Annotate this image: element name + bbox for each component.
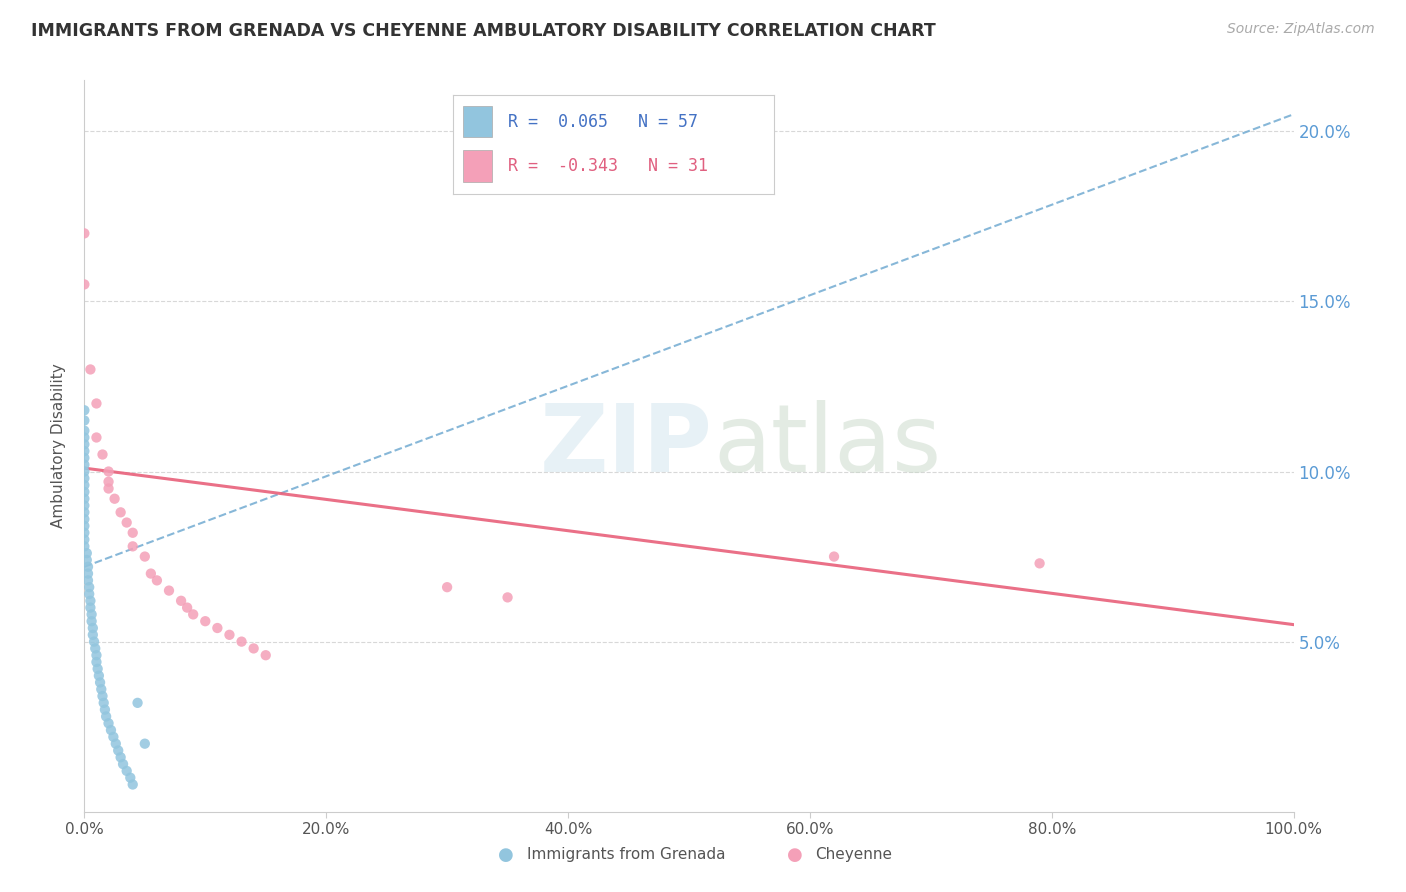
Point xyxy=(86,655,108,669)
Point xyxy=(194,614,217,628)
Point xyxy=(86,648,108,663)
Point xyxy=(97,475,120,489)
Point xyxy=(181,607,204,622)
Point xyxy=(157,583,180,598)
Point xyxy=(91,689,114,703)
Point xyxy=(73,505,96,519)
Point xyxy=(110,505,132,519)
Point xyxy=(146,574,169,588)
Point xyxy=(100,723,122,737)
Point xyxy=(84,641,107,656)
Point xyxy=(73,512,96,526)
Point xyxy=(82,621,104,635)
Point xyxy=(218,628,240,642)
Point xyxy=(80,607,103,622)
Point xyxy=(79,594,101,608)
Point xyxy=(73,533,96,547)
Point xyxy=(120,771,142,785)
Point xyxy=(73,458,96,472)
Point xyxy=(91,448,114,462)
Point xyxy=(97,465,120,479)
Point xyxy=(104,737,127,751)
Text: ZIP: ZIP xyxy=(540,400,713,492)
Point xyxy=(121,777,143,791)
Point xyxy=(242,641,264,656)
Point xyxy=(207,621,229,635)
Point xyxy=(134,737,156,751)
Point xyxy=(86,396,108,410)
Point xyxy=(77,587,100,601)
Text: atlas: atlas xyxy=(713,400,942,492)
Point xyxy=(73,484,96,499)
Point xyxy=(93,696,115,710)
Point xyxy=(73,437,96,451)
Point xyxy=(121,525,143,540)
Point xyxy=(73,277,96,292)
Text: Source: ZipAtlas.com: Source: ZipAtlas.com xyxy=(1227,22,1375,37)
Point xyxy=(83,634,105,648)
Point xyxy=(73,450,96,465)
Point xyxy=(79,362,101,376)
Point xyxy=(823,549,845,564)
Text: IMMIGRANTS FROM GRENADA VS CHEYENNE AMBULATORY DISABILITY CORRELATION CHART: IMMIGRANTS FROM GRENADA VS CHEYENNE AMBU… xyxy=(31,22,935,40)
Point xyxy=(82,628,104,642)
Point xyxy=(231,634,253,648)
Y-axis label: Ambulatory Disability: Ambulatory Disability xyxy=(51,364,66,528)
Point xyxy=(115,764,138,778)
Point xyxy=(496,591,519,605)
Point xyxy=(176,600,198,615)
Point xyxy=(77,566,100,581)
Point xyxy=(77,580,100,594)
Point xyxy=(73,499,96,513)
Text: ●: ● xyxy=(786,846,803,863)
Point xyxy=(87,668,110,682)
Point xyxy=(73,444,96,458)
Point xyxy=(73,519,96,533)
Point xyxy=(76,546,98,560)
Point xyxy=(86,662,108,676)
Point xyxy=(1028,557,1050,571)
Point xyxy=(112,757,135,772)
Point xyxy=(73,540,96,554)
Point xyxy=(73,525,96,540)
Text: Cheyenne: Cheyenne xyxy=(815,847,893,862)
Point xyxy=(254,648,277,663)
Point xyxy=(127,696,149,710)
Point xyxy=(89,675,111,690)
Point xyxy=(90,682,112,697)
Point xyxy=(97,716,120,731)
Point xyxy=(73,403,96,417)
Point xyxy=(170,594,193,608)
Point xyxy=(73,471,96,485)
Point xyxy=(94,709,117,723)
Point xyxy=(103,730,125,744)
Point xyxy=(73,465,96,479)
Text: Immigrants from Grenada: Immigrants from Grenada xyxy=(527,847,725,862)
Point xyxy=(73,430,96,444)
Point xyxy=(73,413,96,427)
Point xyxy=(73,227,96,241)
Point xyxy=(73,491,96,506)
Point xyxy=(97,482,120,496)
Point xyxy=(86,430,108,444)
Point xyxy=(115,516,138,530)
Point xyxy=(110,750,132,764)
Point xyxy=(134,549,156,564)
Point xyxy=(77,559,100,574)
Point xyxy=(76,553,98,567)
Point xyxy=(436,580,458,594)
Point xyxy=(107,743,129,757)
Point xyxy=(80,614,103,628)
Point xyxy=(94,703,117,717)
Point xyxy=(79,600,101,615)
Point xyxy=(139,566,162,581)
Point xyxy=(73,478,96,492)
Point xyxy=(104,491,127,506)
Text: ●: ● xyxy=(498,846,515,863)
Point xyxy=(77,574,100,588)
Point xyxy=(121,540,143,554)
Point xyxy=(73,424,96,438)
